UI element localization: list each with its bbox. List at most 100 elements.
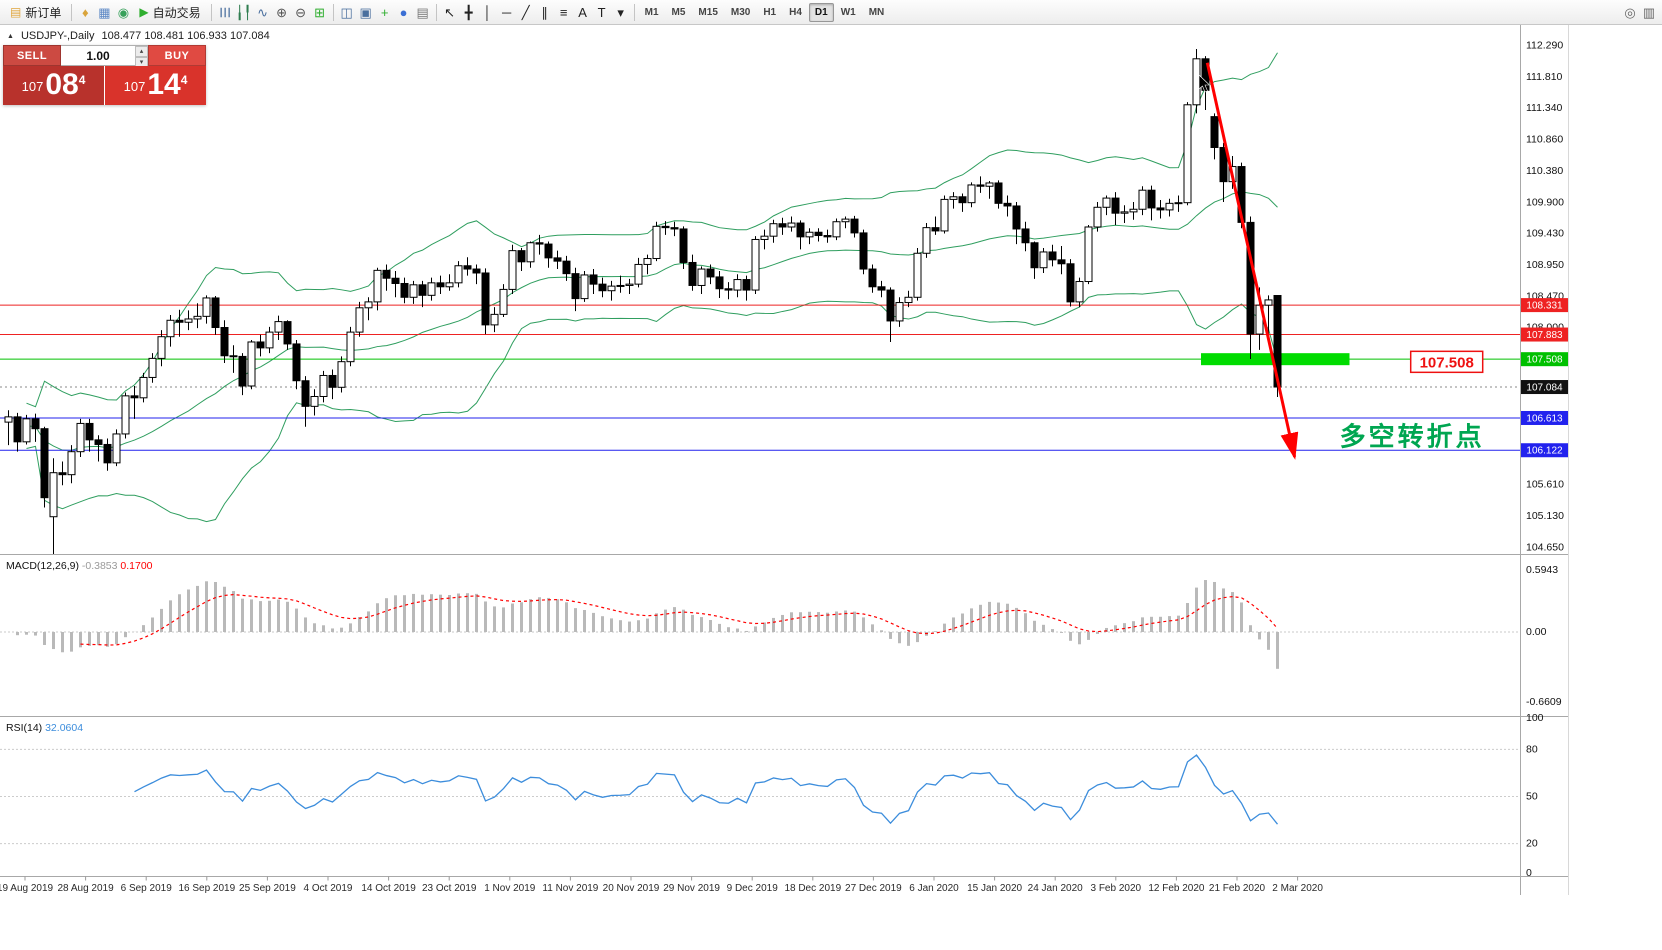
candle: [1147, 189, 1156, 209]
candle: [589, 274, 598, 285]
candle: [166, 319, 175, 338]
cascade-windows-icon[interactable]: ▣: [359, 4, 372, 20]
candle: [661, 225, 670, 229]
timeframe-m5[interactable]: M5: [671, 6, 686, 18]
volume-up-button[interactable]: ▴: [135, 46, 148, 57]
arrange-windows-icon[interactable]: ◫: [340, 4, 353, 20]
candle: [949, 196, 958, 200]
candle: [220, 327, 229, 357]
candle: [76, 422, 85, 453]
crosshair-icon[interactable]: ╋: [464, 4, 473, 20]
new-order-button[interactable]: ▤ 新订单: [4, 2, 67, 22]
candle: [1156, 207, 1165, 211]
candle: [526, 242, 535, 263]
fibonacci-icon[interactable]: ≡: [559, 4, 568, 20]
date-label: 27 Dec 2019: [845, 883, 902, 894]
volume-input[interactable]: [61, 46, 135, 65]
candle: [328, 374, 337, 388]
candle: [1219, 146, 1228, 183]
chart-ohlc-quote: 108.477 108.481 106.933 107.084: [101, 30, 270, 42]
charts-grid-icon[interactable]: ▦: [98, 4, 111, 20]
candle: [355, 307, 364, 333]
trendline-icon[interactable]: ╱: [521, 4, 530, 20]
chart-window: ▲ USDJPY-,Daily 108.477 108.481 106.933 …: [0, 25, 1662, 950]
rsi-header: RSI(14) 32.0604: [6, 722, 83, 734]
date-label: 29 Nov 2019: [663, 883, 720, 894]
candle: [49, 472, 58, 518]
price-badge-label: 107.508: [1526, 355, 1563, 366]
sell-button[interactable]: SELL: [3, 45, 61, 66]
bar-chart-type-icon[interactable]: ☰: [217, 6, 233, 18]
auto-scroll-icon[interactable]: ●: [399, 4, 408, 20]
date-label: 23 Oct 2019: [422, 883, 477, 894]
profile-icon[interactable]: ♦: [82, 4, 89, 20]
candle: [1057, 259, 1066, 265]
new-chart-icon[interactable]: +: [380, 4, 389, 20]
candle: [1039, 251, 1048, 269]
trend-arrow[interactable]: [1205, 62, 1299, 460]
timeframe-d1[interactable]: D1: [808, 2, 834, 22]
candle: [1003, 202, 1012, 207]
vertical-line-icon[interactable]: │: [483, 4, 492, 20]
timeframe-mn[interactable]: MN: [868, 6, 885, 18]
chart-canvas[interactable]: 多空转折点 107.508 112.290 111.810 111.340 110.860…: [0, 25, 1662, 950]
symbol-marker-icon: ▲: [7, 32, 14, 40]
candle: [931, 227, 940, 232]
window-list-icon[interactable]: ▥: [1642, 4, 1656, 20]
timeframe-m30[interactable]: M30: [730, 6, 751, 18]
zoom-out-icon[interactable]: ⊖: [295, 4, 307, 20]
price-badge-label: 106.122: [1526, 446, 1563, 457]
candle: [13, 416, 22, 443]
channel-icon[interactable]: ∥: [541, 4, 548, 20]
date-label: 6 Jan 2020: [909, 883, 959, 894]
candle-chart-type-icon[interactable]: ╽╿: [235, 4, 252, 20]
buy-price[interactable]: 107 14 4: [105, 66, 206, 105]
candle: [238, 355, 247, 387]
candle: [1111, 197, 1120, 214]
candle: [301, 380, 310, 407]
macd-axis-label: -0.6609: [1526, 696, 1562, 708]
candle: [697, 268, 706, 286]
zoom-in-icon[interactable]: ⊕: [276, 4, 288, 20]
search-icon[interactable]: ◎: [1624, 4, 1636, 20]
label-tool-icon[interactable]: T: [597, 4, 606, 20]
timeframe-m15[interactable]: M15: [698, 6, 718, 18]
refresh-icon[interactable]: ◉: [117, 4, 130, 20]
shapes-dropdown-icon[interactable]: ▾: [617, 4, 624, 20]
timeframe-h4[interactable]: H4: [789, 6, 802, 18]
candle: [4, 416, 13, 423]
date-label: 25 Sep 2019: [239, 883, 296, 894]
price-tick-label: 105.610: [1526, 478, 1564, 490]
cursor-icon[interactable]: ↖: [444, 4, 456, 20]
timeframe-h1[interactable]: H1: [763, 6, 777, 18]
tile-windows-icon[interactable]: ⊞: [314, 4, 326, 20]
buy-button[interactable]: BUY: [148, 45, 206, 66]
chart-shift-icon[interactable]: ▤: [416, 4, 429, 20]
main-plot: 多空转折点: [0, 48, 1520, 554]
line-chart-type-icon[interactable]: ∿: [257, 4, 269, 20]
price-tag-box[interactable]: [1409, 350, 1484, 374]
candle: [229, 355, 238, 358]
sell-price[interactable]: 107 08 4: [3, 66, 104, 105]
price-badge: [1521, 298, 1568, 313]
candle: [904, 296, 913, 304]
candle: [544, 243, 553, 259]
timeframe-m1[interactable]: M1: [644, 6, 659, 18]
candle: [400, 282, 409, 298]
horizontal-line-icon[interactable]: ─: [502, 4, 512, 20]
autotrading-button[interactable]: ▶ 自动交易: [133, 2, 206, 22]
new-order-button-icon: ▤: [10, 5, 22, 19]
date-label: 1 Nov 2019: [484, 883, 536, 894]
text-tool-icon[interactable]: A: [578, 4, 587, 20]
candle: [157, 336, 166, 359]
price-tick-label: 110.380: [1526, 165, 1563, 177]
candle: [679, 228, 688, 263]
timeframe-w1[interactable]: W1: [840, 6, 856, 18]
candle: [103, 443, 112, 464]
candle: [553, 257, 562, 262]
turning-point-note[interactable]: 多空转折点: [1340, 422, 1485, 452]
price-badge: [1521, 380, 1568, 395]
rsi-axis-label: 50: [1526, 791, 1538, 803]
date-label: 20 Nov 2019: [603, 883, 660, 894]
